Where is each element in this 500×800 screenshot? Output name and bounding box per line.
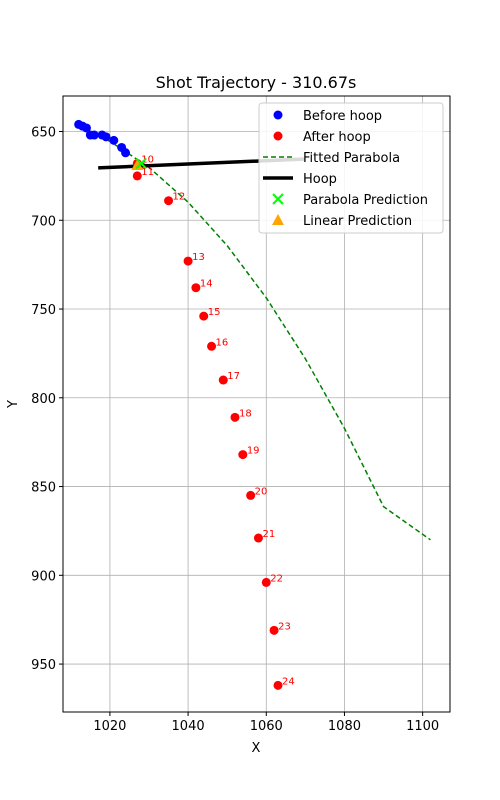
after-hoop-point-label: 12	[173, 192, 186, 203]
after-hoop-point-label: 13	[192, 252, 205, 263]
x-tick-label: 1040	[172, 719, 205, 734]
x-axis-label: X	[252, 741, 261, 756]
after-hoop-point-label: 22	[270, 573, 283, 584]
legend-label: Before hoop	[303, 109, 382, 124]
after-hoop-point	[164, 196, 174, 206]
after-hoop-point-label: 24	[282, 676, 295, 687]
before-hoop-point	[101, 132, 111, 142]
y-tick-label: 900	[31, 569, 56, 584]
plot-frame	[62, 95, 451, 713]
after-hoop-point-label: 20	[255, 486, 268, 497]
after-hoop-point-label: 11	[141, 167, 154, 178]
legend-label: Linear Prediction	[303, 214, 412, 229]
after-hoop-point	[261, 577, 271, 587]
legend-label: Hoop	[303, 172, 337, 187]
y-tick-label: 850	[31, 481, 56, 496]
legend-swatch	[272, 193, 284, 205]
after-hoop-point-label: 17	[227, 371, 240, 382]
after-hoop-point	[269, 625, 279, 635]
legend-box	[258, 102, 444, 234]
legend-label: Parabola Prediction	[303, 193, 428, 208]
after-hoop-point-label: 23	[278, 621, 291, 632]
after-hoop-point-label: 14	[200, 279, 213, 290]
before-hoop-point	[109, 135, 119, 145]
legend: Before hoop After hoop Fitted Parabola Hoop…	[258, 102, 444, 234]
before-hoop-point	[81, 123, 91, 133]
after-hoop-point-label: 19	[247, 446, 260, 457]
legend-item: Before hoop	[273, 109, 382, 124]
y-tick-label: 800	[31, 392, 56, 407]
legend-swatch	[272, 214, 284, 225]
legend-item: After hoop	[273, 130, 371, 145]
after-hoop-point-label: 21	[262, 529, 275, 540]
legend-swatch	[273, 110, 283, 120]
y-tick-label: 650	[31, 126, 56, 141]
y-tick-label: 950	[31, 658, 56, 673]
after-hoop-point-label: 10	[141, 154, 154, 165]
after-hoop-point	[246, 490, 256, 500]
x-tick-label: 1100	[406, 719, 439, 734]
y-tick-label: 750	[31, 303, 56, 318]
ticks: 1020 1040 1060 1080 110065070075080085090095…	[31, 126, 439, 734]
legend-item: Fitted Parabola	[263, 151, 400, 166]
after-hoop-point-label: 18	[239, 408, 252, 419]
after-hoop-point-label: 15	[208, 307, 221, 318]
before-hoop-point	[121, 148, 131, 158]
parabola-prediction-stroke	[135, 157, 147, 170]
before-hoop-point	[89, 130, 99, 140]
x-tick-label: 1080	[328, 719, 361, 734]
y-tick-label: 700	[31, 214, 56, 229]
legend-label: Fitted Parabola	[303, 151, 400, 166]
after-hoop-point	[218, 375, 228, 385]
legend-item: Parabola Prediction	[272, 193, 428, 208]
chart-title: Shot Trajectory - 310.67s	[156, 73, 357, 92]
after-hoop-point	[273, 680, 283, 690]
after-hoop-point	[132, 171, 142, 181]
y-axis-label: Y	[6, 400, 21, 409]
parabola-prediction-marker	[135, 157, 147, 170]
x-tick-label: 1060	[250, 719, 283, 734]
x-tick-label: 1020	[93, 719, 126, 734]
legend-label: After hoop	[303, 130, 371, 145]
after-hoop-point	[199, 311, 209, 321]
after-hoop-point	[191, 283, 201, 293]
legend-item: Linear Prediction	[272, 214, 412, 229]
after-hoop-point	[238, 450, 248, 460]
legend-item: Hoop	[263, 172, 337, 187]
after-hoop-point	[253, 533, 263, 543]
after-hoop-point	[183, 256, 193, 266]
after-hoop-point	[207, 341, 217, 351]
after-hoop-point	[230, 412, 240, 422]
after-hoop-point-label: 16	[216, 337, 229, 348]
linear-prediction-marker	[131, 159, 144, 171]
legend-swatch	[273, 131, 283, 141]
